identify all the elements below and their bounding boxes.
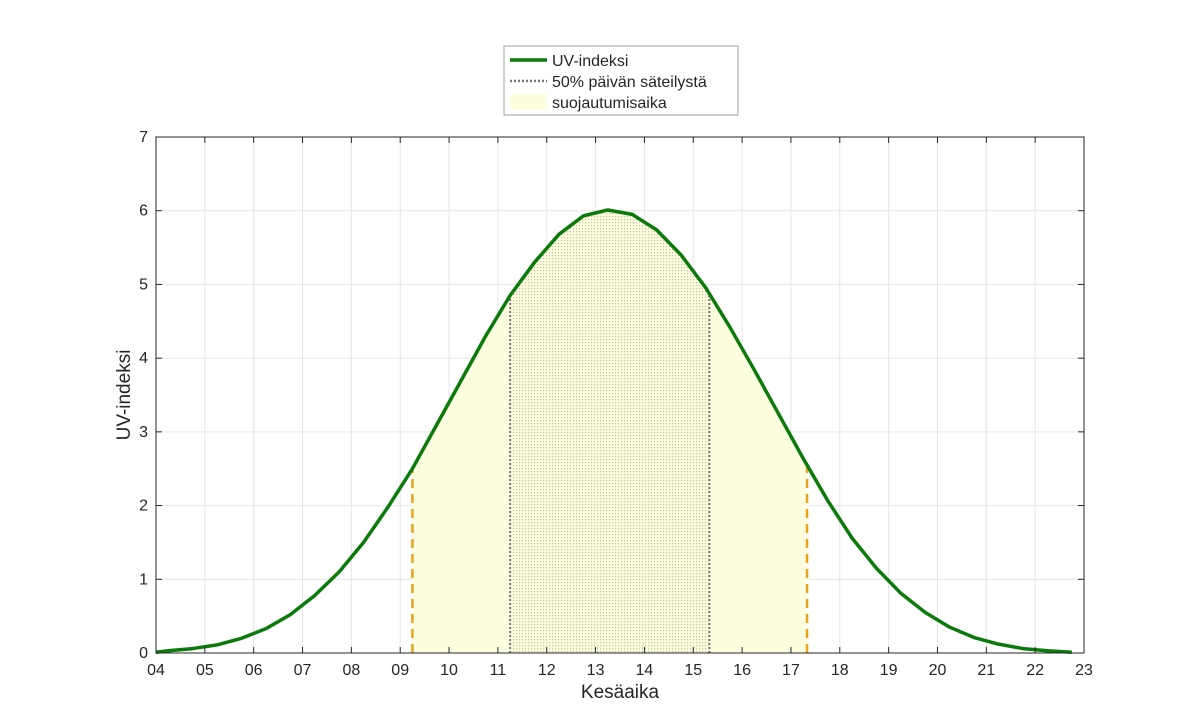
y-tick-label: 6 xyxy=(139,203,148,220)
x-tick-label: 15 xyxy=(684,662,702,679)
axes-box xyxy=(155,136,1085,654)
x-tick-label: 23 xyxy=(1075,662,1093,679)
axis-ticks: 04 05 06 07 08 09 10 11 12 13 14 15 16 17 18 19 20 21 22 23… xyxy=(139,129,1093,679)
uv-index-line xyxy=(155,208,1072,655)
legend: UV-indeksi 50% päivän säteilystä suojautum… xyxy=(503,45,739,116)
x-tick-label: 09 xyxy=(391,662,409,679)
y-tick-label: 4 xyxy=(139,350,148,367)
legend-label: suojautumisaika xyxy=(552,95,667,112)
y-tick-label: 3 xyxy=(139,424,148,441)
x-tick-label: 08 xyxy=(342,662,360,679)
y-tick-label: 0 xyxy=(139,645,148,662)
x-tick-label: 19 xyxy=(880,662,898,679)
x-tick-label: 13 xyxy=(587,662,605,679)
x-tick-label: 16 xyxy=(733,662,751,679)
half-radiation-area xyxy=(509,209,711,653)
x-tick-label: 21 xyxy=(977,662,995,679)
half-radiation-fill xyxy=(510,209,710,653)
x-tick-label: 18 xyxy=(831,662,849,679)
x-tick-label: 22 xyxy=(1026,662,1044,679)
x-tick-label: 07 xyxy=(294,662,312,679)
y-tick-label: 1 xyxy=(139,571,148,588)
y-axis-label: UV-indeksi xyxy=(114,350,135,441)
legend-label: 50% päivän säteilystä xyxy=(552,74,707,91)
y-tick-label: 5 xyxy=(139,276,148,293)
x-tick-label: 20 xyxy=(929,662,947,679)
x-axis-label: Kesäaika xyxy=(581,682,660,703)
legend-label: UV-indeksi xyxy=(552,53,628,70)
x-tick-label: 12 xyxy=(538,662,556,679)
x-tick-label: 06 xyxy=(245,662,263,679)
y-tick-label: 2 xyxy=(139,498,148,515)
legend-swatch-protection-time xyxy=(510,94,547,110)
x-tick-label: 04 xyxy=(147,662,165,679)
y-tick-label: 7 xyxy=(139,129,148,146)
protection-time-edges xyxy=(411,465,809,653)
x-tick-label: 10 xyxy=(440,662,458,679)
x-tick-label: 17 xyxy=(782,662,800,679)
x-tick-label: 14 xyxy=(636,662,654,679)
x-tick-label: 05 xyxy=(196,662,214,679)
uv-index-line-group xyxy=(155,208,1072,655)
x-tick-label: 11 xyxy=(490,662,507,679)
